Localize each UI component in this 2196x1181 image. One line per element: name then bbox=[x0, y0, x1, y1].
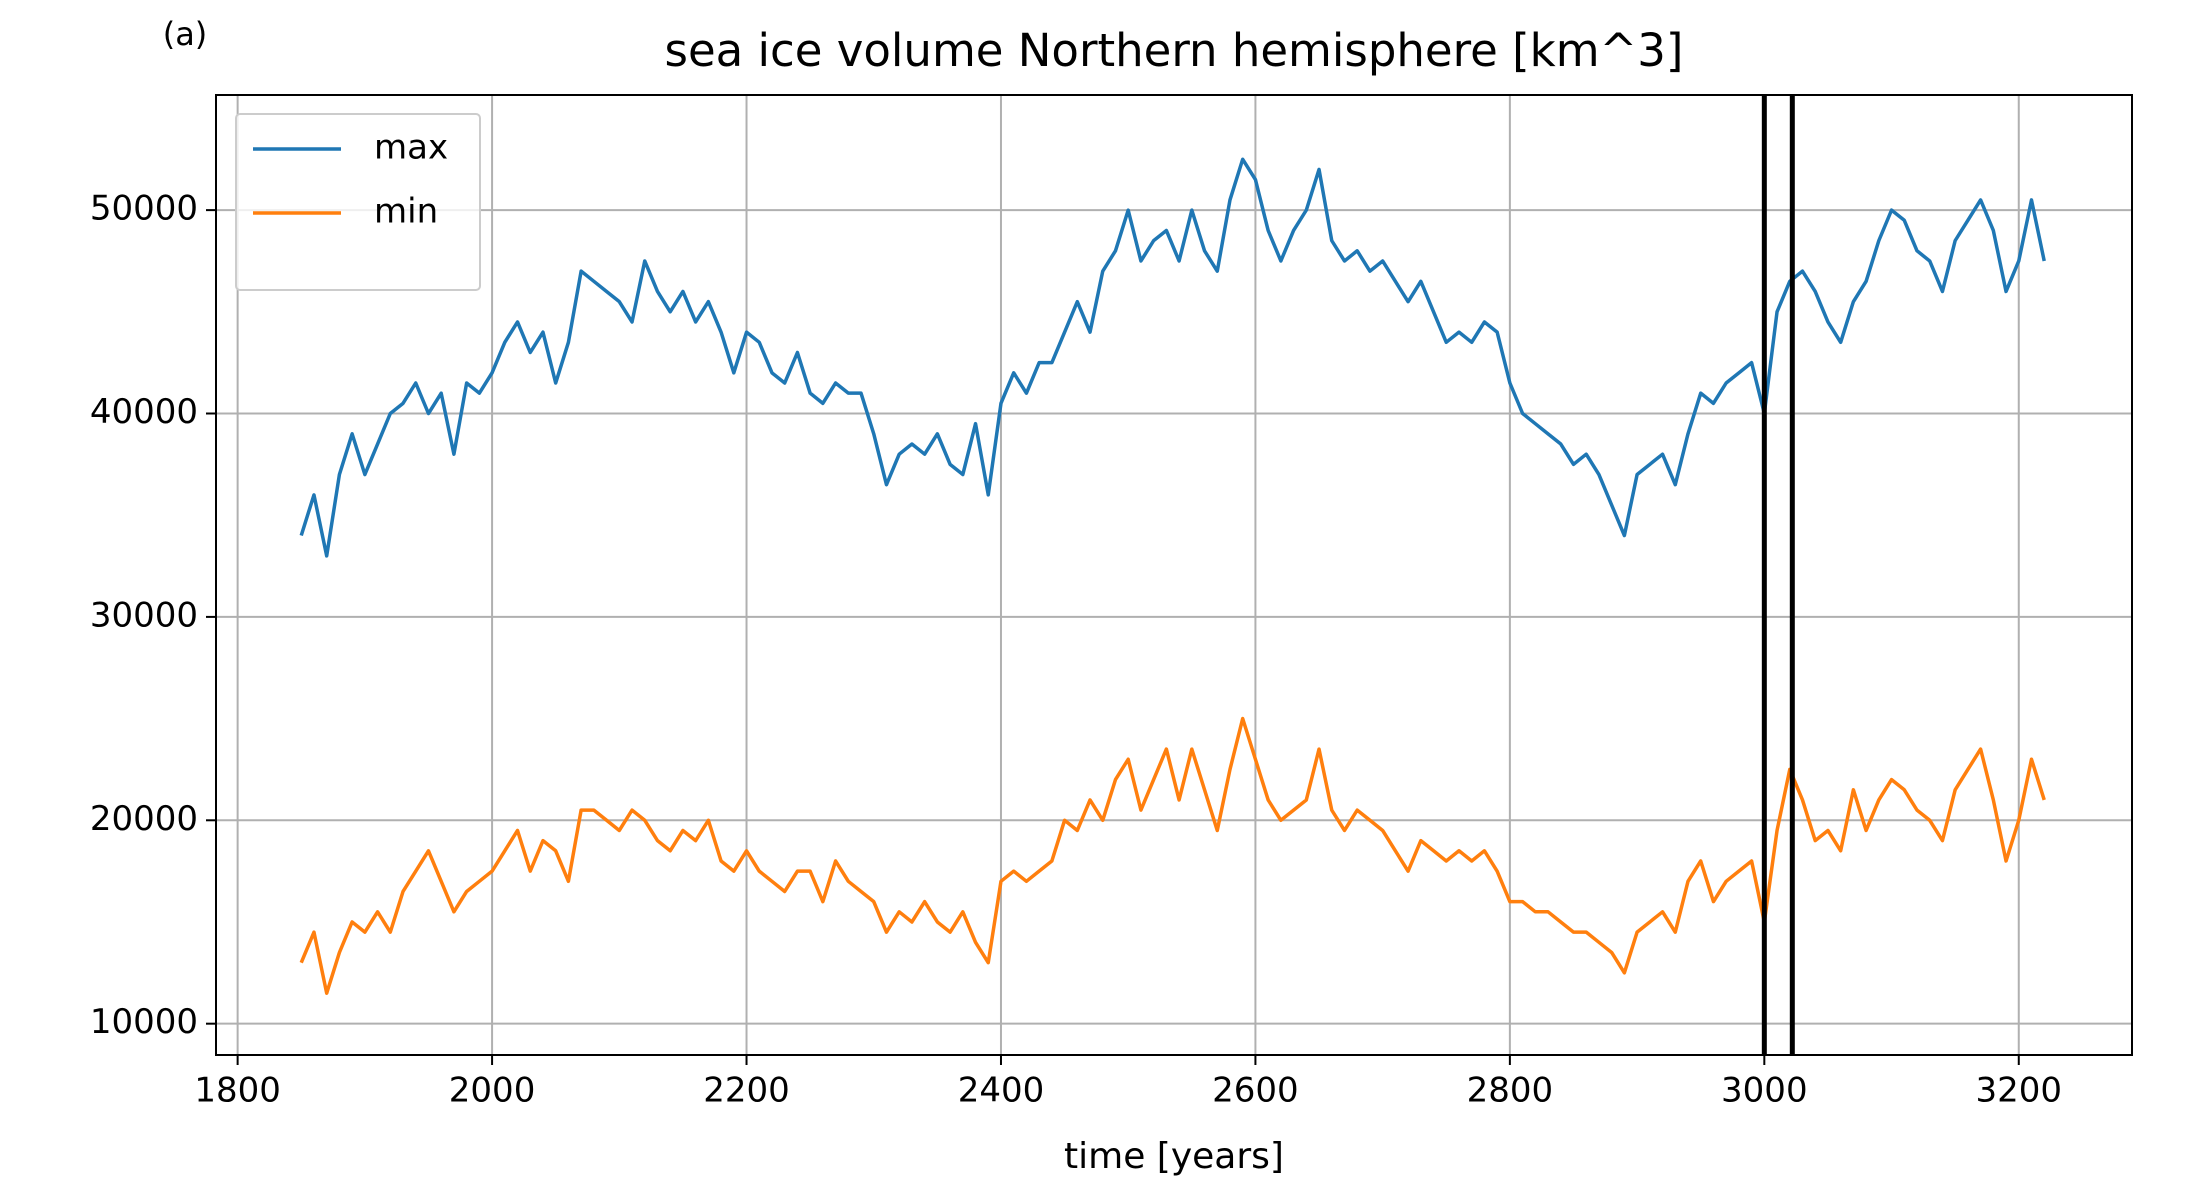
y-tick-label: 30000 bbox=[90, 595, 198, 635]
legend-label: min bbox=[374, 192, 438, 232]
legend-label: max bbox=[374, 128, 448, 168]
x-tick-label: 2400 bbox=[958, 1071, 1045, 1111]
x-tick-label: 1800 bbox=[194, 1071, 281, 1111]
axes-frame bbox=[215, 94, 2133, 1056]
legend-box bbox=[235, 113, 481, 291]
chart-title: sea ice volume Northern hemisphere [km^3… bbox=[665, 24, 1684, 77]
x-tick-label: 2600 bbox=[1212, 1071, 1299, 1111]
x-tick-label: 3200 bbox=[1976, 1071, 2063, 1111]
panel-label: (a) bbox=[163, 15, 208, 53]
y-tick-label: 40000 bbox=[90, 392, 198, 432]
series-line bbox=[299, 157, 2046, 558]
x-tick-label: 2800 bbox=[1467, 1071, 1554, 1111]
series-line bbox=[299, 716, 2046, 995]
y-tick-label: 20000 bbox=[90, 799, 198, 839]
y-tick-label: 50000 bbox=[90, 189, 198, 229]
y-tick-label: 10000 bbox=[90, 1002, 198, 1042]
x-tick-label: 2000 bbox=[449, 1071, 536, 1111]
x-tick-label: 3000 bbox=[1721, 1071, 1808, 1111]
x-axis-label: time [years] bbox=[1064, 1136, 1284, 1177]
x-tick-label: 2200 bbox=[703, 1071, 790, 1111]
